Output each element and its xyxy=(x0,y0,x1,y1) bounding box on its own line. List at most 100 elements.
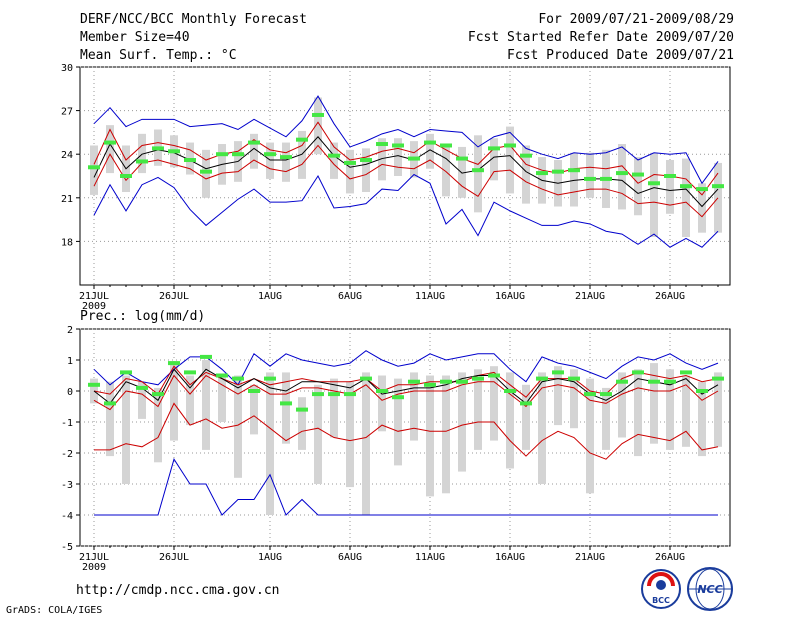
spread-box xyxy=(618,372,626,438)
spread-box xyxy=(282,372,290,444)
spread-box xyxy=(330,378,338,438)
grads-credit: GrADS: COLA/IGES xyxy=(6,605,103,616)
observation-mark xyxy=(520,401,532,406)
x-tick-label: 21JUL xyxy=(79,552,109,563)
observation-mark xyxy=(312,112,324,117)
bcc-logo: BCC xyxy=(641,569,681,609)
spread-box xyxy=(106,381,114,457)
x-tick-label: 21AUG xyxy=(575,291,605,302)
spread-box xyxy=(298,130,306,179)
y-tick-label: -2 xyxy=(61,449,73,460)
spread-box xyxy=(138,381,146,419)
spread-box xyxy=(570,152,578,207)
spread-box xyxy=(714,372,722,447)
temp-panel-title: Mean Surf. Temp.: °C xyxy=(80,48,237,63)
observation-mark xyxy=(344,160,356,165)
spread-box xyxy=(490,138,498,181)
spread-box xyxy=(634,369,642,457)
source-url[interactable]: http://cmdp.ncc.cma.gov.cn xyxy=(76,583,280,598)
spread-box xyxy=(410,372,418,441)
observation-mark xyxy=(696,187,708,192)
spread-box xyxy=(314,97,322,155)
observation-mark xyxy=(632,370,644,375)
spread-box xyxy=(362,372,370,515)
observation-mark xyxy=(344,392,356,397)
spread-box xyxy=(602,387,610,450)
x-tick-label: 1AUG xyxy=(258,552,282,563)
observation-mark xyxy=(584,392,596,397)
observation-mark xyxy=(408,379,420,384)
x-tick-label: 11AUG xyxy=(415,552,445,563)
observation-mark xyxy=(456,156,468,161)
x-tick-label: 21JUL xyxy=(79,291,109,302)
x-tick-label: 6AUG xyxy=(338,291,362,302)
member-size: Member Size=40 xyxy=(80,30,190,45)
observation-mark xyxy=(584,176,596,181)
y-tick-label: 2 xyxy=(67,325,73,336)
spread-box xyxy=(122,375,130,484)
observation-mark xyxy=(504,389,516,393)
ncc-logo: NCC xyxy=(687,567,733,611)
y-tick-label: 24 xyxy=(61,150,73,161)
spread-box xyxy=(250,384,258,435)
observation-mark xyxy=(312,392,324,397)
observation-mark xyxy=(296,137,308,142)
observation-mark xyxy=(104,401,116,406)
observation-mark xyxy=(616,379,628,384)
spread-box xyxy=(538,372,546,484)
min-line xyxy=(93,173,719,248)
fcst-produced-date: Fcst Produced Date 2009/07/21 xyxy=(507,48,734,63)
spread-box xyxy=(266,142,274,179)
observation-mark xyxy=(424,382,436,387)
spread-box xyxy=(570,369,578,429)
spread-box xyxy=(650,363,658,444)
spread-box xyxy=(458,372,466,472)
mean-line xyxy=(93,136,719,208)
observation-mark xyxy=(632,172,644,177)
observation-mark xyxy=(120,174,132,178)
y-tick-label: 1 xyxy=(67,356,73,367)
spread-box xyxy=(394,378,402,466)
spread-box xyxy=(426,133,434,169)
observation-mark xyxy=(440,379,452,384)
spread-box xyxy=(698,381,706,457)
spread-box xyxy=(714,162,722,233)
spread-box xyxy=(218,375,226,422)
x-tick-label: 26AUG xyxy=(655,552,685,563)
svg-text:BCC: BCC xyxy=(652,596,670,605)
spread-box xyxy=(282,142,290,182)
spread-box xyxy=(522,145,530,204)
spread-box xyxy=(378,138,386,181)
observation-mark xyxy=(136,159,148,164)
observation-mark xyxy=(712,376,724,381)
spread-box xyxy=(522,384,530,450)
spread-box xyxy=(314,384,322,484)
y-tick-label: -1 xyxy=(61,418,73,429)
observation-mark xyxy=(376,389,388,393)
spread-box xyxy=(442,375,450,494)
observation-mark xyxy=(216,152,228,157)
spread-box xyxy=(234,375,242,478)
spread-box xyxy=(666,160,674,214)
observation-mark xyxy=(376,142,388,147)
observation-mark xyxy=(168,361,180,366)
observation-mark xyxy=(568,168,580,173)
fcst-started-date: Fcst Started Refer Date 2009/07/20 xyxy=(467,30,734,45)
observation-mark xyxy=(488,373,500,378)
observation-mark xyxy=(600,176,612,181)
spread-box xyxy=(186,375,194,426)
x-tick-label: 26JUL xyxy=(159,291,189,302)
observation-mark xyxy=(168,149,180,154)
y-tick-label: -5 xyxy=(61,542,73,553)
observation-mark xyxy=(696,389,708,393)
spread-box xyxy=(554,366,562,426)
x-tick-sublabel: 2009 xyxy=(82,562,106,573)
x-tick-label: 1AUG xyxy=(258,291,282,302)
observation-mark xyxy=(456,379,468,384)
spread-box xyxy=(202,360,210,450)
observation-mark xyxy=(424,140,436,145)
x-tick-label: 6AUG xyxy=(338,552,362,563)
